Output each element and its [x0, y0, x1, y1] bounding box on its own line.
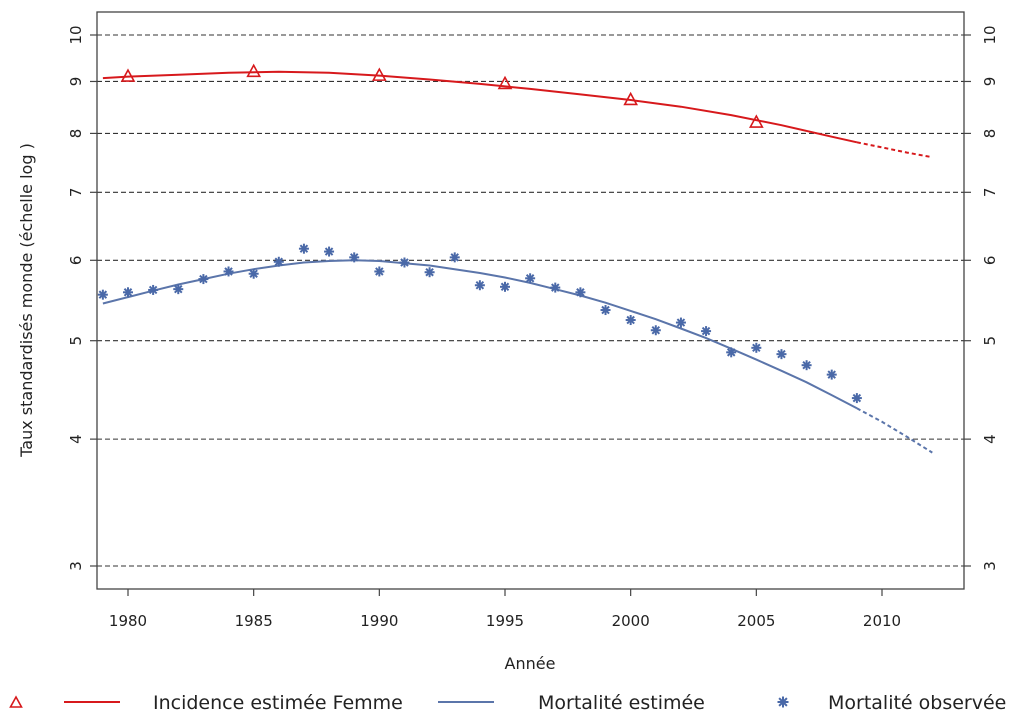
series-3-asterisk-26: [751, 342, 762, 353]
y-tick-label-left-8: 8: [67, 129, 85, 139]
y-tick-label-right-7: 7: [981, 188, 999, 198]
series-3-asterisk-17: [525, 273, 536, 284]
x-tick-label-1995: 1995: [486, 612, 524, 630]
y-tick-label-right-9: 9: [981, 77, 999, 87]
series-0-projection-line: [856, 141, 933, 159]
series-3-asterisk-11: [374, 266, 385, 277]
y-tick-label-left-4: 4: [67, 434, 85, 444]
x-tick-label-1980: 1980: [109, 612, 147, 630]
series-3-asterisk-21: [625, 315, 636, 326]
gridlines: [97, 34, 964, 567]
y-tick-label-right-4: 4: [981, 434, 999, 444]
x-axis: 1980 1985 1990 1995 2000 2005 2010: [109, 589, 901, 630]
y-axis-right: 3 4 5 6 7 8 9 10: [964, 25, 999, 571]
legend-item-incidence-markers: [9, 695, 23, 708]
legend-label-incidence: Incidence estimée Femme: [153, 692, 403, 711]
series-3-asterisk-20: [600, 305, 611, 316]
series-1-triangle-0: [120, 68, 136, 82]
legend-label-mortality-estimated: Mortalité estimée: [538, 692, 705, 711]
series-1-triangle-5: [748, 114, 764, 128]
y-tick-label-left-7: 7: [67, 188, 85, 198]
series-3-asterisk-27: [776, 349, 787, 360]
legend-label-mortality-observed: Mortalité observée: [828, 692, 1006, 711]
series-3-asterisk-23: [675, 317, 686, 328]
y-tick-label-left-6: 6: [67, 256, 85, 266]
series-2-projection-line: [856, 407, 933, 454]
series-3-asterisk-29: [826, 369, 837, 380]
series-1-triangle-4: [623, 91, 639, 106]
y-tick-label-right-10: 10: [981, 25, 999, 44]
y-tick-label-right-6: 6: [981, 256, 999, 266]
legend-item-mortality-estimated: Mortalité estimée: [438, 692, 705, 711]
series-3-asterisk-8: [298, 243, 309, 254]
legend-item-incidence: Incidence estimée Femme: [64, 692, 403, 711]
series-3-asterisk-16: [500, 281, 510, 292]
x-tick-label-1990: 1990: [360, 612, 398, 630]
series-3-asterisk-4: [198, 274, 209, 285]
series-3-asterisk-12: [399, 257, 410, 268]
plot-frame: [96, 11, 965, 590]
series-3-asterisk-3: [173, 284, 184, 295]
y-tick-label-left-5: 5: [67, 336, 85, 346]
series-3-asterisk-1: [123, 287, 133, 298]
y-axis-left: 3 4 5 6 7 8 9 10: [67, 25, 97, 571]
series-3-asterisk-6: [248, 268, 259, 279]
y-tick-label-right-3: 3: [981, 561, 999, 571]
series-3-asterisk-28: [801, 360, 812, 371]
series-1-triangle-1: [246, 63, 262, 78]
series-0-line: [102, 70, 858, 144]
series-3-asterisk-22: [650, 325, 661, 336]
series-3-asterisk-5: [223, 266, 234, 277]
series-3-asterisk-15: [474, 280, 485, 291]
x-tick-label-1985: 1985: [235, 612, 273, 630]
series-3-asterisk-0: [97, 289, 108, 300]
series-1-triangle-2: [371, 67, 387, 81]
y-tick-label-left-3: 3: [67, 561, 85, 571]
legend: Incidence estimée Femme Mortalité estimé…: [9, 692, 1006, 711]
legend-asterisk-glyph: [777, 696, 789, 708]
x-tick-label-2000: 2000: [612, 612, 650, 630]
y-tick-label-left-9: 9: [67, 77, 85, 87]
legend-item-mortality-observed: Mortalité observée: [777, 692, 1006, 711]
series-3-asterisk-30: [851, 393, 862, 404]
y-axis-title: Taux standardisés monde (échelle log ): [17, 143, 36, 458]
x-tick-label-2005: 2005: [737, 612, 775, 630]
y-tick-label-right-5: 5: [981, 336, 999, 346]
series-3-asterisk-19: [575, 287, 586, 298]
series-layer: [97, 63, 933, 454]
series-3-asterisk-2: [148, 284, 159, 295]
series-3-asterisk-18: [550, 282, 561, 293]
series-3-asterisk-7: [273, 256, 284, 267]
y-tick-label-left-10: 10: [67, 25, 85, 44]
legend-asterisk-icon: [777, 696, 789, 708]
series-3-asterisk-14: [449, 252, 460, 263]
series-3-asterisk-9: [324, 246, 335, 257]
y-tick-label-right-8: 8: [981, 129, 999, 139]
series-3-asterisk-10: [349, 252, 360, 263]
series-1-triangle-3: [497, 75, 513, 90]
series-3-asterisk-25: [726, 347, 737, 358]
series-3-asterisk-24: [701, 326, 712, 337]
legend-triangle-icon: [9, 695, 23, 708]
x-axis-title: Année: [505, 654, 556, 673]
x-tick-label-2010: 2010: [863, 612, 901, 630]
series-3-asterisk-13: [424, 267, 435, 278]
